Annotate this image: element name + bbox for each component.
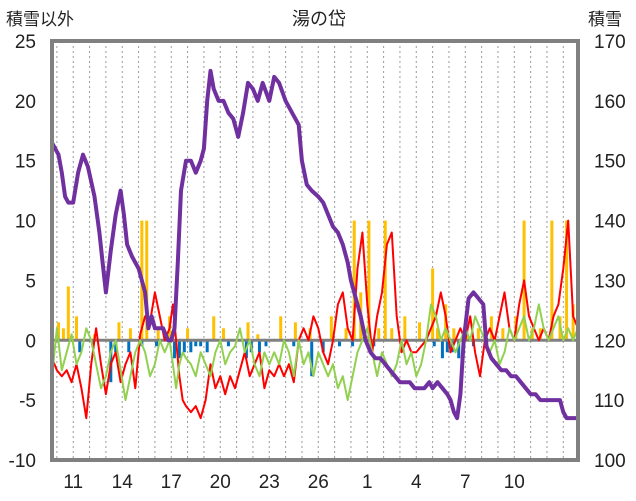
right-axis: 170 160 150 140 130 120 110 100 xyxy=(594,32,626,472)
bar-positive xyxy=(550,220,554,341)
bar-negative xyxy=(199,340,203,347)
bar-positive xyxy=(377,328,381,341)
right-tick-label: 100 xyxy=(594,451,626,472)
right-tick-label: 160 xyxy=(594,92,626,113)
bar-positive xyxy=(212,316,216,341)
bar-negative xyxy=(109,340,113,383)
bar-positive xyxy=(383,220,387,341)
bar-positive xyxy=(117,322,121,341)
bar-positive xyxy=(431,268,435,341)
bar-positive xyxy=(128,328,132,341)
x-tick-label: 20 xyxy=(210,472,231,493)
bar-positive xyxy=(501,328,505,341)
bar-negative xyxy=(292,340,296,347)
bar-positive xyxy=(390,328,394,341)
bar-negative xyxy=(257,340,261,353)
x-tick-label: 17 xyxy=(161,472,182,493)
x-tick-label: 7 xyxy=(460,472,471,493)
bar-negative xyxy=(226,340,230,347)
x-tick-label: 23 xyxy=(259,472,280,493)
bar-positive xyxy=(186,328,190,341)
right-axis-label: 積雪 xyxy=(588,10,622,29)
bar-positive xyxy=(476,328,480,341)
bar-negative xyxy=(310,340,314,377)
right-tick-label: 130 xyxy=(594,271,626,292)
bar-negative xyxy=(432,340,436,347)
plot-frame xyxy=(50,39,580,462)
bar-negative xyxy=(78,340,82,353)
bar-positive xyxy=(367,220,371,341)
left-tick-label: -5 xyxy=(19,391,36,412)
right-tick-label: 110 xyxy=(594,391,624,412)
bar-positive xyxy=(222,328,226,341)
bar-negative xyxy=(445,340,449,353)
x-tick-label: 26 xyxy=(308,472,329,493)
bar-positive xyxy=(256,334,260,341)
bar-positive xyxy=(452,328,456,341)
bar-negative xyxy=(321,340,325,353)
bar-positive xyxy=(571,304,575,341)
bar-positive xyxy=(279,316,283,341)
series-lines xyxy=(50,68,579,421)
chart-title: 湯の岱 xyxy=(292,9,346,29)
x-tick-label: 11 xyxy=(63,472,83,493)
vertical-grid xyxy=(56,41,564,460)
x-tick-label: 10 xyxy=(504,472,525,493)
bar-positive xyxy=(436,328,440,341)
bar-positive xyxy=(57,322,61,341)
left-tick-label: 5 xyxy=(25,271,36,292)
right-tick-label: 120 xyxy=(594,331,626,352)
bar-negative xyxy=(338,340,342,347)
x-tick-label: 4 xyxy=(411,472,422,493)
bar-negative xyxy=(457,340,461,359)
left-tick-label: 10 xyxy=(15,212,36,233)
left-axis: 25 20 15 10 5 0 -5 -10 xyxy=(9,32,36,472)
bar-negative xyxy=(155,340,159,347)
bar-positive xyxy=(75,316,79,341)
bar-negative xyxy=(440,340,444,359)
bar-negative xyxy=(91,340,95,347)
temperature-line xyxy=(51,219,579,420)
bar-negative xyxy=(127,340,131,353)
left-tick-label: 15 xyxy=(15,152,36,173)
bar-negative xyxy=(182,340,186,353)
bar-positive xyxy=(329,316,333,341)
bar-positive xyxy=(489,316,493,341)
left-tick-label: 0 xyxy=(25,331,36,352)
bar-negative xyxy=(173,340,177,359)
bar-negative xyxy=(189,340,193,353)
x-tick-label: 1 xyxy=(362,472,373,493)
snow-depth-line xyxy=(50,68,578,421)
bar-positive xyxy=(61,328,65,341)
left-tick-label: 20 xyxy=(15,92,36,113)
left-tick-label: -10 xyxy=(9,451,36,472)
bar-positive xyxy=(565,220,569,341)
right-tick-label: 150 xyxy=(594,152,626,173)
right-tick-label: 170 xyxy=(594,32,626,53)
bar-positive xyxy=(246,322,250,341)
bar-positive xyxy=(352,220,356,341)
bar-positive xyxy=(293,322,297,341)
bar-negative xyxy=(264,340,268,347)
left-axis-label: 積雪以外 xyxy=(6,10,74,29)
bar-negative xyxy=(177,340,181,359)
bar-negative xyxy=(194,340,198,347)
bar-negative xyxy=(351,340,355,347)
x-tick-label: 14 xyxy=(112,472,134,493)
bar-positive xyxy=(156,328,160,341)
bar-positive xyxy=(418,322,422,341)
bar-positive xyxy=(145,220,149,341)
bar-positive xyxy=(403,316,407,341)
bar-positive xyxy=(344,328,348,341)
bar-negative xyxy=(205,340,209,353)
left-tick-label: 25 xyxy=(15,32,36,53)
x-axis: 11 14 17 20 23 26 1 4 7 10 xyxy=(63,472,524,493)
bar-positive xyxy=(66,286,70,341)
right-tick-label: 140 xyxy=(594,212,626,233)
